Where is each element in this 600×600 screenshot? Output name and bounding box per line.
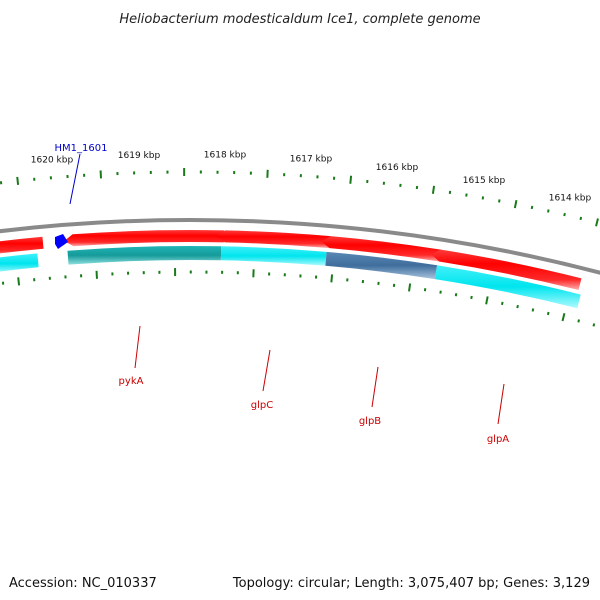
- gene-labels: pykA glpC glpB glpA: [119, 325, 509, 445]
- inner-minor-tick: [516, 304, 519, 309]
- inner-major-tick: [408, 283, 412, 292]
- gene-leader-line: [134, 325, 141, 369]
- gene-label-glpB[interactable]: glpB: [359, 416, 381, 427]
- inner-major-tick: [485, 296, 489, 305]
- cds-arrow-glpA: [431, 249, 582, 290]
- inner-minor-tick: [454, 293, 458, 297]
- feature-segment-glpC: [220, 246, 327, 266]
- feature-segment-glpA: [434, 265, 581, 309]
- cds-arrow-glpC: [216, 230, 331, 249]
- map-title: Heliobacterium modesticaldum Ice1, compl…: [119, 12, 480, 27]
- feature-segment-glpB: [325, 251, 438, 280]
- scale-labels: 1620 kbp 1619 kbp 1618 kbp 1617 kbp 1616 kbp…: [31, 150, 592, 203]
- outer-minor-tick: [530, 205, 534, 210]
- outer-minor-tick: [498, 199, 501, 203]
- genome-backbone: [0, 218, 600, 275]
- outer-minor-tick: [481, 196, 485, 200]
- genome-summary-text: Topology: circular; Length: 3,075,407 bp…: [232, 576, 590, 591]
- inner-major-tick: [330, 274, 334, 283]
- scale-label: 1617 kbp: [290, 154, 333, 164]
- outer-major-tick: [595, 218, 599, 227]
- scale-label: 1620 kbp: [31, 156, 74, 166]
- backbone-arc: [0, 218, 600, 275]
- locus-tag-label[interactable]: HM1_1601: [55, 143, 108, 154]
- inner-minor-tick: [470, 295, 473, 300]
- outer-minor-tick: [563, 212, 566, 217]
- outer-minor-tick: [579, 216, 583, 221]
- inner-minor-tick: [592, 323, 596, 327]
- gene-leader-line: [371, 366, 379, 408]
- accession-text: Accession: NC_010337: [9, 576, 157, 591]
- cds-arrow-partial: [0, 236, 44, 254]
- scale-label: 1619 kbp: [118, 151, 161, 161]
- gene-leader-line: [262, 349, 271, 392]
- outer-minor-tick: [547, 209, 550, 213]
- inner-major-tick: [17, 277, 21, 286]
- scale-label: 1616 kbp: [376, 163, 419, 173]
- inner-major-tick: [561, 313, 566, 322]
- cds-track: [0, 229, 582, 290]
- cds-arrow-pykA: [64, 229, 225, 247]
- inner-minor-tick: [500, 301, 504, 306]
- scale-ticks: [0, 168, 599, 327]
- cds-arrow-glpB: [321, 236, 441, 262]
- gene-label-pykA[interactable]: pykA: [119, 376, 144, 387]
- gene-leader-line: [497, 383, 505, 425]
- gene-label-glpA[interactable]: glpA: [487, 434, 509, 445]
- inner-minor-tick: [577, 319, 581, 323]
- locus-marker-arrow[interactable]: [55, 234, 68, 249]
- feature-track: [0, 245, 581, 309]
- outer-major-tick: [431, 185, 436, 194]
- feature-segment-partial: [0, 253, 39, 272]
- scale-label: 1618 kbp: [204, 150, 247, 160]
- outer-major-tick: [349, 175, 353, 184]
- tagged-locus: HM1_1601: [55, 143, 108, 249]
- inner-minor-tick: [546, 311, 550, 316]
- scale-label: 1615 kbp: [463, 176, 506, 186]
- gene-label-glpC[interactable]: glpC: [251, 400, 273, 411]
- inner-minor-tick: [531, 308, 535, 312]
- feature-segment-pykA: [67, 245, 222, 265]
- outer-major-tick: [513, 199, 518, 209]
- scale-label: 1614 kbp: [549, 193, 592, 203]
- locus-leader-line: [69, 153, 81, 205]
- outer-major-tick: [16, 176, 20, 186]
